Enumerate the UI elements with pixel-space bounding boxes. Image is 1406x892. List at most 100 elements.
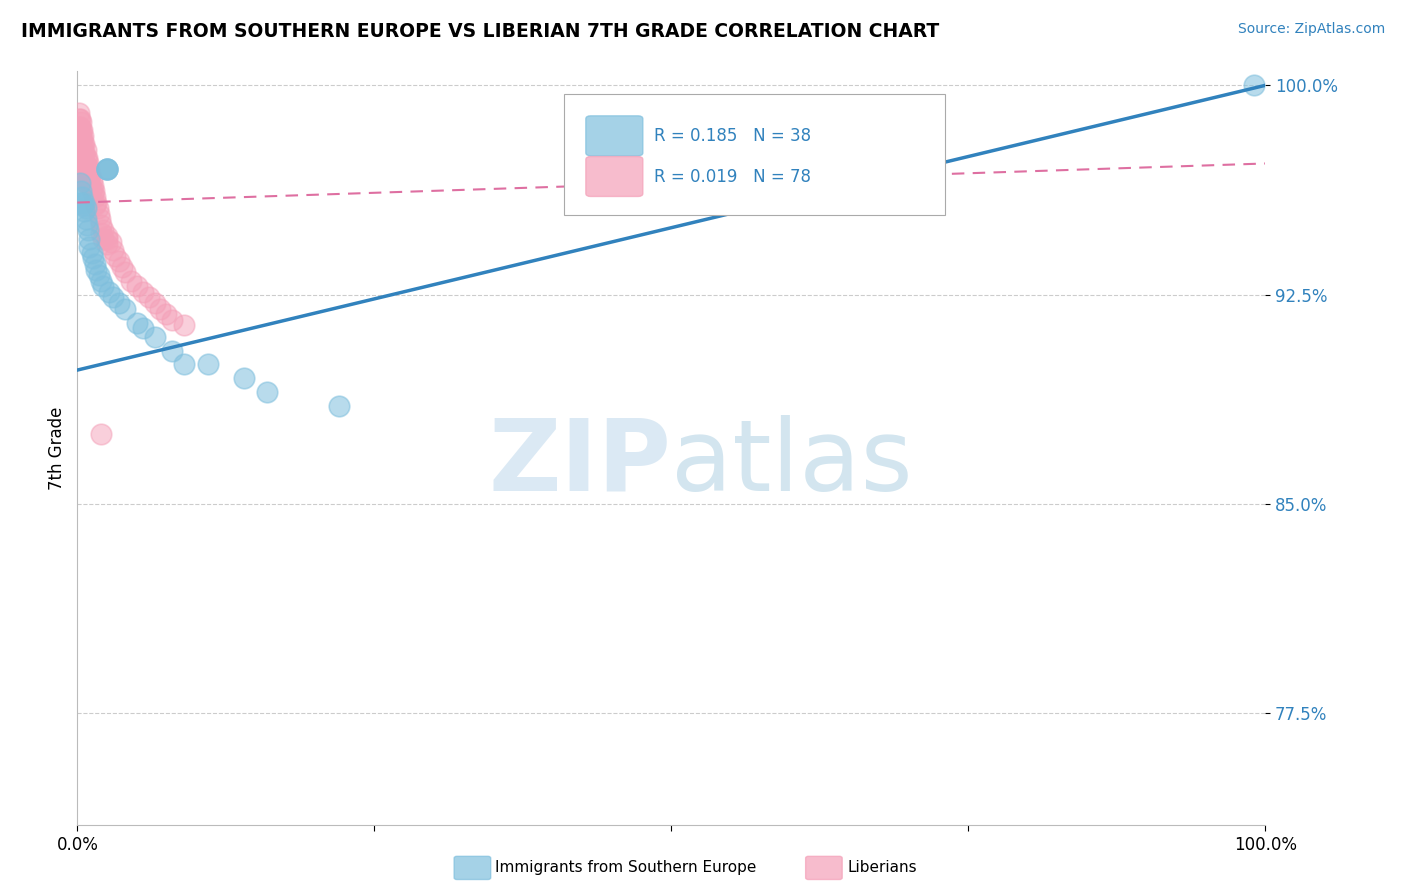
Point xyxy=(80,173,103,187)
Point xyxy=(77,223,100,237)
Point xyxy=(70,148,93,162)
Point xyxy=(82,178,104,193)
Point xyxy=(72,153,94,168)
Point xyxy=(70,190,93,204)
Point xyxy=(138,290,160,304)
Point xyxy=(77,232,100,246)
FancyBboxPatch shape xyxy=(564,94,945,215)
Point xyxy=(86,201,108,215)
Y-axis label: 7th Grade: 7th Grade xyxy=(48,407,66,490)
Point xyxy=(69,120,91,135)
Point xyxy=(114,301,136,316)
Point xyxy=(76,159,98,173)
Point xyxy=(90,227,112,241)
Point xyxy=(70,131,93,145)
Point xyxy=(84,257,107,271)
Point xyxy=(73,153,96,168)
Point xyxy=(96,237,118,252)
Point xyxy=(75,201,97,215)
Point xyxy=(75,212,97,227)
Point xyxy=(89,212,111,227)
Point xyxy=(143,296,166,310)
Point xyxy=(84,190,107,204)
Point xyxy=(70,114,93,128)
Point xyxy=(70,140,93,154)
Point xyxy=(76,168,98,182)
Point xyxy=(93,232,115,246)
Point xyxy=(120,274,142,288)
Point xyxy=(79,176,101,190)
Point xyxy=(72,198,94,212)
Point xyxy=(70,131,93,145)
Point xyxy=(75,151,97,165)
Point xyxy=(232,371,254,385)
Text: Liberians: Liberians xyxy=(848,861,918,875)
Point xyxy=(101,290,124,304)
Point xyxy=(69,112,91,126)
Point xyxy=(70,195,93,210)
Point xyxy=(77,165,100,179)
Point xyxy=(131,285,153,299)
Point xyxy=(76,218,98,232)
Point xyxy=(72,136,94,151)
Point xyxy=(131,321,153,335)
Point xyxy=(256,385,278,400)
Point xyxy=(108,296,131,310)
Point xyxy=(77,170,100,185)
Point xyxy=(96,162,118,177)
Point xyxy=(72,145,94,160)
Point xyxy=(98,285,121,299)
Point xyxy=(70,148,93,162)
Point xyxy=(73,203,96,218)
FancyBboxPatch shape xyxy=(586,116,643,156)
Point xyxy=(75,168,97,182)
Point xyxy=(75,159,97,173)
Text: IMMIGRANTS FROM SOUTHERN EUROPE VS LIBERIAN 7TH GRADE CORRELATION CHART: IMMIGRANTS FROM SOUTHERN EUROPE VS LIBER… xyxy=(21,22,939,41)
Point xyxy=(86,195,108,210)
Point xyxy=(73,162,96,177)
Point xyxy=(77,240,100,254)
Point xyxy=(96,162,118,177)
Point xyxy=(70,123,93,137)
Text: Source: ZipAtlas.com: Source: ZipAtlas.com xyxy=(1237,22,1385,37)
Point xyxy=(87,207,110,221)
Point xyxy=(104,249,127,263)
Text: atlas: atlas xyxy=(672,415,912,512)
Point xyxy=(114,265,136,279)
Point xyxy=(173,358,195,372)
Point xyxy=(173,318,195,333)
Point xyxy=(80,245,103,260)
Point xyxy=(73,145,96,160)
Text: Immigrants from Southern Europe: Immigrants from Southern Europe xyxy=(495,861,756,875)
Point xyxy=(70,140,93,154)
Point xyxy=(67,112,90,126)
Point xyxy=(70,156,93,170)
Point xyxy=(100,235,122,249)
Point xyxy=(67,106,90,120)
Text: R = 0.019   N = 78: R = 0.019 N = 78 xyxy=(654,168,810,186)
Point xyxy=(111,260,134,274)
Text: R = 0.185   N = 38: R = 0.185 N = 38 xyxy=(654,128,811,145)
Point xyxy=(73,136,96,151)
Text: ZIP: ZIP xyxy=(488,415,672,512)
Point xyxy=(72,162,94,177)
Point xyxy=(87,268,110,282)
Point xyxy=(69,136,91,151)
Point xyxy=(79,168,101,182)
Point xyxy=(125,279,148,293)
Point xyxy=(77,162,100,177)
Point xyxy=(96,162,118,177)
Point xyxy=(67,120,90,135)
Point xyxy=(125,316,148,330)
Point xyxy=(73,195,96,210)
Point xyxy=(75,176,97,190)
Point xyxy=(76,151,98,165)
Point xyxy=(328,400,350,414)
Point xyxy=(143,329,166,343)
Point xyxy=(90,218,112,232)
Point xyxy=(93,279,115,293)
Point xyxy=(83,185,105,199)
Point xyxy=(70,123,93,137)
Point xyxy=(76,176,98,190)
Point xyxy=(1243,78,1265,93)
